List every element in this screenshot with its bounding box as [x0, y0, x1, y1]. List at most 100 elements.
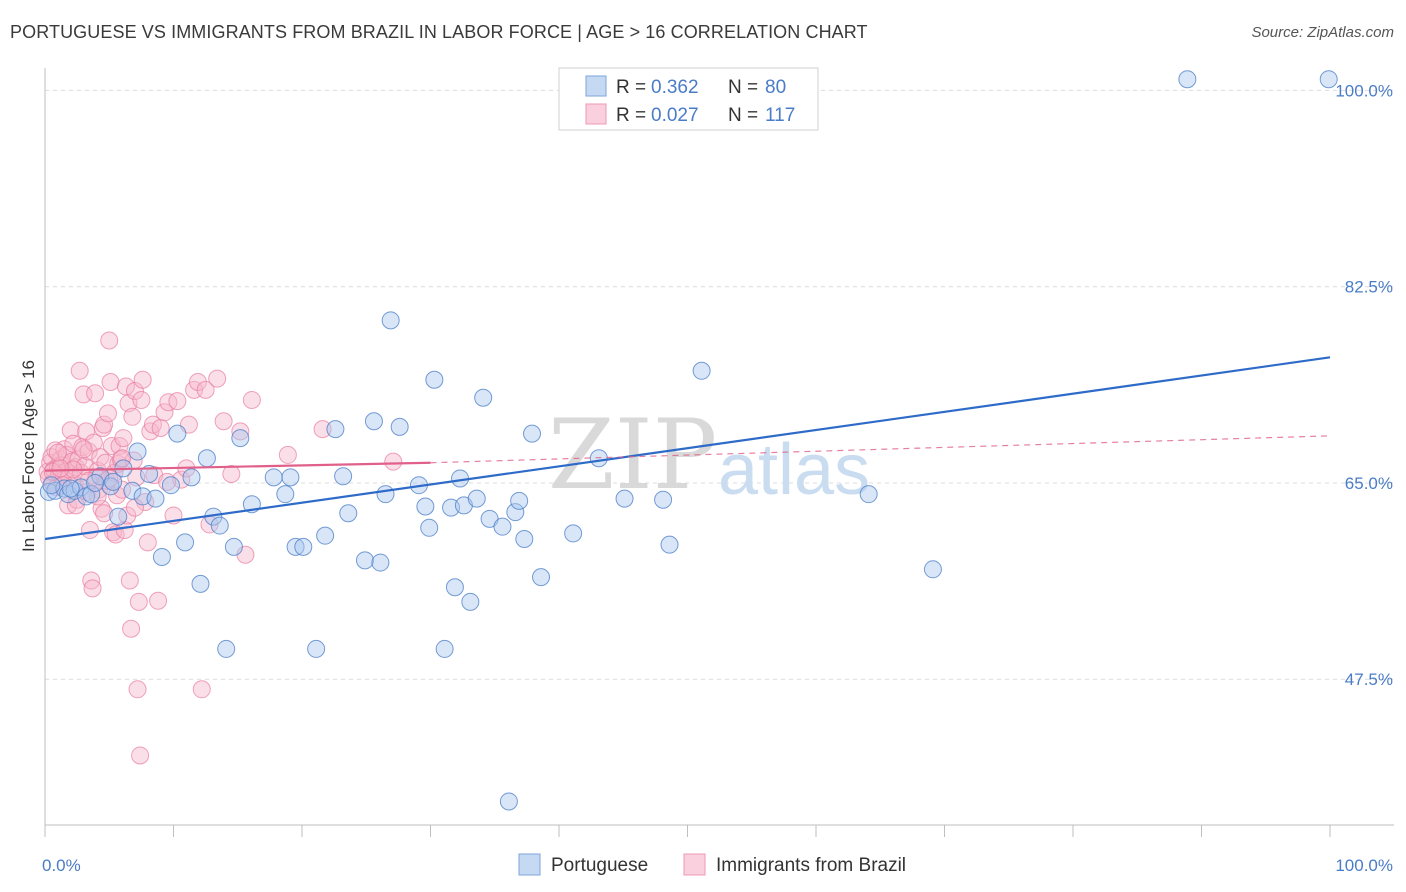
point-portuguese-75: [1319, 70, 1338, 89]
point-brazil-34: [82, 571, 101, 590]
point-portuguese-20: [176, 533, 195, 552]
point-portuguese-73: [923, 560, 942, 579]
point-brazil-74: [133, 370, 152, 389]
point-portuguese-26: [217, 639, 236, 658]
point-portuguese-31: [276, 485, 295, 504]
point-portuguese-28: [231, 429, 250, 448]
point-portuguese-69: [654, 490, 673, 509]
point-portuguese-63: [515, 530, 534, 549]
point-brazil-115: [95, 504, 114, 523]
legend-n-label-brazil: N =: [728, 105, 758, 126]
point-portuguese-32: [281, 468, 300, 487]
point-portuguese-25: [210, 516, 229, 535]
point-brazil-44: [95, 415, 114, 434]
point-portuguese-47: [416, 497, 435, 516]
point-brazil-18: [61, 421, 80, 440]
point-brazil-88: [188, 373, 207, 392]
point-portuguese-66: [564, 524, 583, 543]
point-portuguese-52: [445, 578, 464, 597]
legend-n-label-portuguese: N =: [728, 77, 758, 98]
x-tick-labels: 0.0% 100.0%: [42, 856, 1393, 875]
axes: [44, 68, 1394, 837]
point-brazil-59: [114, 429, 133, 448]
point-brazil-116: [51, 459, 70, 478]
point-portuguese-7: [82, 485, 101, 504]
point-brazil-49: [101, 373, 120, 392]
legend-n-value-brazil: 117: [765, 105, 795, 126]
bottom-legend: Portuguese Immigrants from Brazil: [518, 853, 906, 876]
point-portuguese-59: [493, 517, 512, 536]
point-portuguese-10: [109, 507, 128, 526]
point-brazil-73: [132, 390, 151, 409]
point-brazil-25: [70, 361, 89, 380]
point-brazil-96: [278, 445, 297, 464]
point-portuguese-79: [104, 472, 123, 491]
point-portuguese-17: [152, 547, 171, 566]
point-portuguese-35: [307, 639, 326, 658]
point-portuguese-50: [435, 639, 454, 658]
point-portuguese-37: [326, 420, 345, 439]
y-tick-label-1: 65.0%: [1345, 474, 1393, 493]
point-brazil-76: [138, 533, 157, 552]
point-brazil-91: [208, 369, 227, 388]
point-portuguese-30: [264, 468, 283, 487]
point-portuguese-33: [286, 537, 305, 556]
legend-r-label-portuguese: R =: [616, 77, 646, 98]
point-portuguese-62: [510, 491, 529, 510]
point-brazil-70: [128, 680, 147, 699]
point-brazil-89: [192, 680, 211, 699]
point-brazil-93: [231, 422, 250, 441]
point-portuguese-61: [506, 503, 525, 522]
point-brazil-112: [222, 464, 241, 483]
bottom-legend-label-brazil: Immigrants from Brazil: [716, 855, 906, 876]
point-brazil-65: [122, 619, 141, 638]
legend-n-value-portuguese: 80: [765, 77, 786, 98]
trend-line-brazil-extension: [430, 435, 1331, 464]
point-portuguese-44: [381, 311, 400, 330]
point-brazil-95: [242, 390, 261, 409]
point-portuguese-16: [146, 489, 165, 508]
point-portuguese-49: [425, 370, 444, 389]
point-portuguese-57: [474, 388, 493, 407]
point-brazil-90: [196, 380, 215, 399]
point-brazil-48: [100, 331, 119, 350]
point-brazil-64: [120, 571, 139, 590]
point-portuguese-48: [420, 518, 439, 537]
point-portuguese-39: [339, 504, 358, 523]
point-brazil-97: [313, 420, 332, 439]
point-portuguese-70: [660, 535, 679, 554]
point-portuguese-23: [197, 449, 216, 468]
point-portuguese-55: [461, 592, 480, 611]
point-brazil-80: [151, 418, 170, 437]
point-brazil-81: [155, 403, 174, 422]
point-portuguese-72: [859, 485, 878, 504]
point-portuguese-56: [467, 489, 486, 508]
point-portuguese-15: [140, 464, 159, 483]
point-brazil-82: [159, 393, 178, 412]
point-portuguese-13: [128, 442, 147, 461]
point-brazil-84: [168, 392, 187, 411]
point-brazil-47: [98, 404, 117, 423]
y-tick-labels: 47.5% 65.0% 82.5% 100.0%: [1335, 81, 1393, 689]
point-portuguese-76: [42, 476, 61, 495]
bottom-legend-swatch-brazil: [683, 853, 706, 876]
point-portuguese-43: [376, 485, 395, 504]
point-brazil-71: [129, 592, 148, 611]
point-portuguese-42: [371, 553, 390, 572]
watermark-atlas: atlas: [718, 430, 870, 510]
point-portuguese-74: [1178, 70, 1197, 89]
point-brazil-98: [384, 452, 403, 471]
trend-line-portuguese: [44, 356, 1331, 541]
bottom-legend-label-portuguese: Portuguese: [551, 855, 648, 876]
point-brazil-33: [80, 521, 99, 540]
point-portuguese-22: [191, 574, 210, 593]
point-portuguese-38: [334, 467, 353, 486]
point-brazil-72: [131, 746, 150, 765]
point-brazil-28: [74, 385, 93, 404]
point-portuguese-78: [86, 473, 105, 492]
chart-source: Source: ZipAtlas.com: [1251, 24, 1394, 41]
point-brazil-92: [214, 412, 233, 431]
y-axis-label: In Labor Force | Age > 16: [19, 360, 38, 552]
point-portuguese-21: [182, 468, 201, 487]
